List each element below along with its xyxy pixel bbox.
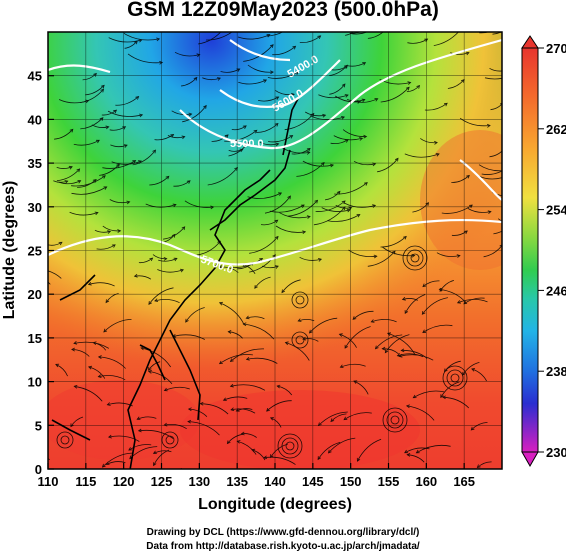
x-tick-label: 125	[151, 474, 173, 489]
x-tick-label: 110	[38, 474, 59, 489]
colorbar-tick-label: 238	[546, 364, 566, 379]
x-tick-label: 160	[415, 474, 437, 489]
x-tick-label: 145	[302, 474, 324, 489]
x-tick-label: 155	[378, 474, 400, 489]
y-axis-title: Latitude (degrees)	[1, 181, 18, 320]
colorbar-tick-label: 230	[546, 445, 566, 460]
y-tick-label: 20	[28, 287, 42, 302]
x-tick-label: 120	[113, 474, 135, 489]
map-plot-area: 5700.0 5500.0 5400.0 5600.0	[48, 32, 502, 469]
credit-line-dcl: Drawing by DCL (https://www.gfd-dennou.o…	[146, 527, 420, 538]
chart-title: GSM 12Z09May2023 (500.0hPa)	[127, 0, 439, 21]
wind-streamlines	[48, 32, 502, 469]
x-tick-label: 135	[226, 474, 248, 489]
x-tick-label: 140	[264, 474, 286, 489]
x-tick-label: 165	[453, 474, 475, 489]
y-tick-label: 0	[35, 462, 42, 477]
y-tick-label: 15	[28, 331, 42, 346]
y-axis: 0 5 10 15 20 25 30 35 40 45	[28, 69, 54, 477]
colorbar-bottom-arrow	[521, 451, 539, 468]
y-tick-label: 45	[28, 69, 42, 84]
x-tick-label: 130	[188, 474, 210, 489]
x-axis: 110 115 120 125 130 135 140 145 150 155 160 165	[38, 463, 475, 489]
y-tick-label: 10	[28, 375, 42, 390]
colorbar-scale	[521, 47, 539, 453]
grid-lines	[48, 32, 502, 469]
x-axis-title: Longitude (degrees)	[198, 496, 352, 513]
coastlines	[51, 94, 301, 469]
x-tick-label: 150	[340, 474, 362, 489]
colorbar-top-arrow	[521, 35, 539, 49]
x-tick-label: 115	[75, 474, 96, 489]
contour-label: 5500.0	[230, 138, 264, 150]
y-tick-label: 35	[28, 156, 42, 171]
colorbar-tick-label: 246	[546, 283, 566, 298]
colorbar-tick-label: 262	[546, 122, 566, 137]
height-contours	[48, 38, 502, 266]
y-tick-label: 40	[28, 112, 42, 127]
y-tick-label: 30	[28, 200, 42, 215]
colorbar: 270 262 254 246 238 230	[521, 35, 566, 468]
colorbar-tick-label: 254	[546, 203, 566, 218]
y-tick-label: 5	[35, 418, 42, 433]
colorbar-tick-label: 270	[546, 41, 566, 56]
credit-line-data: Data from http://database.rish.kyoto-u.a…	[146, 541, 420, 552]
y-tick-label: 25	[28, 244, 42, 259]
